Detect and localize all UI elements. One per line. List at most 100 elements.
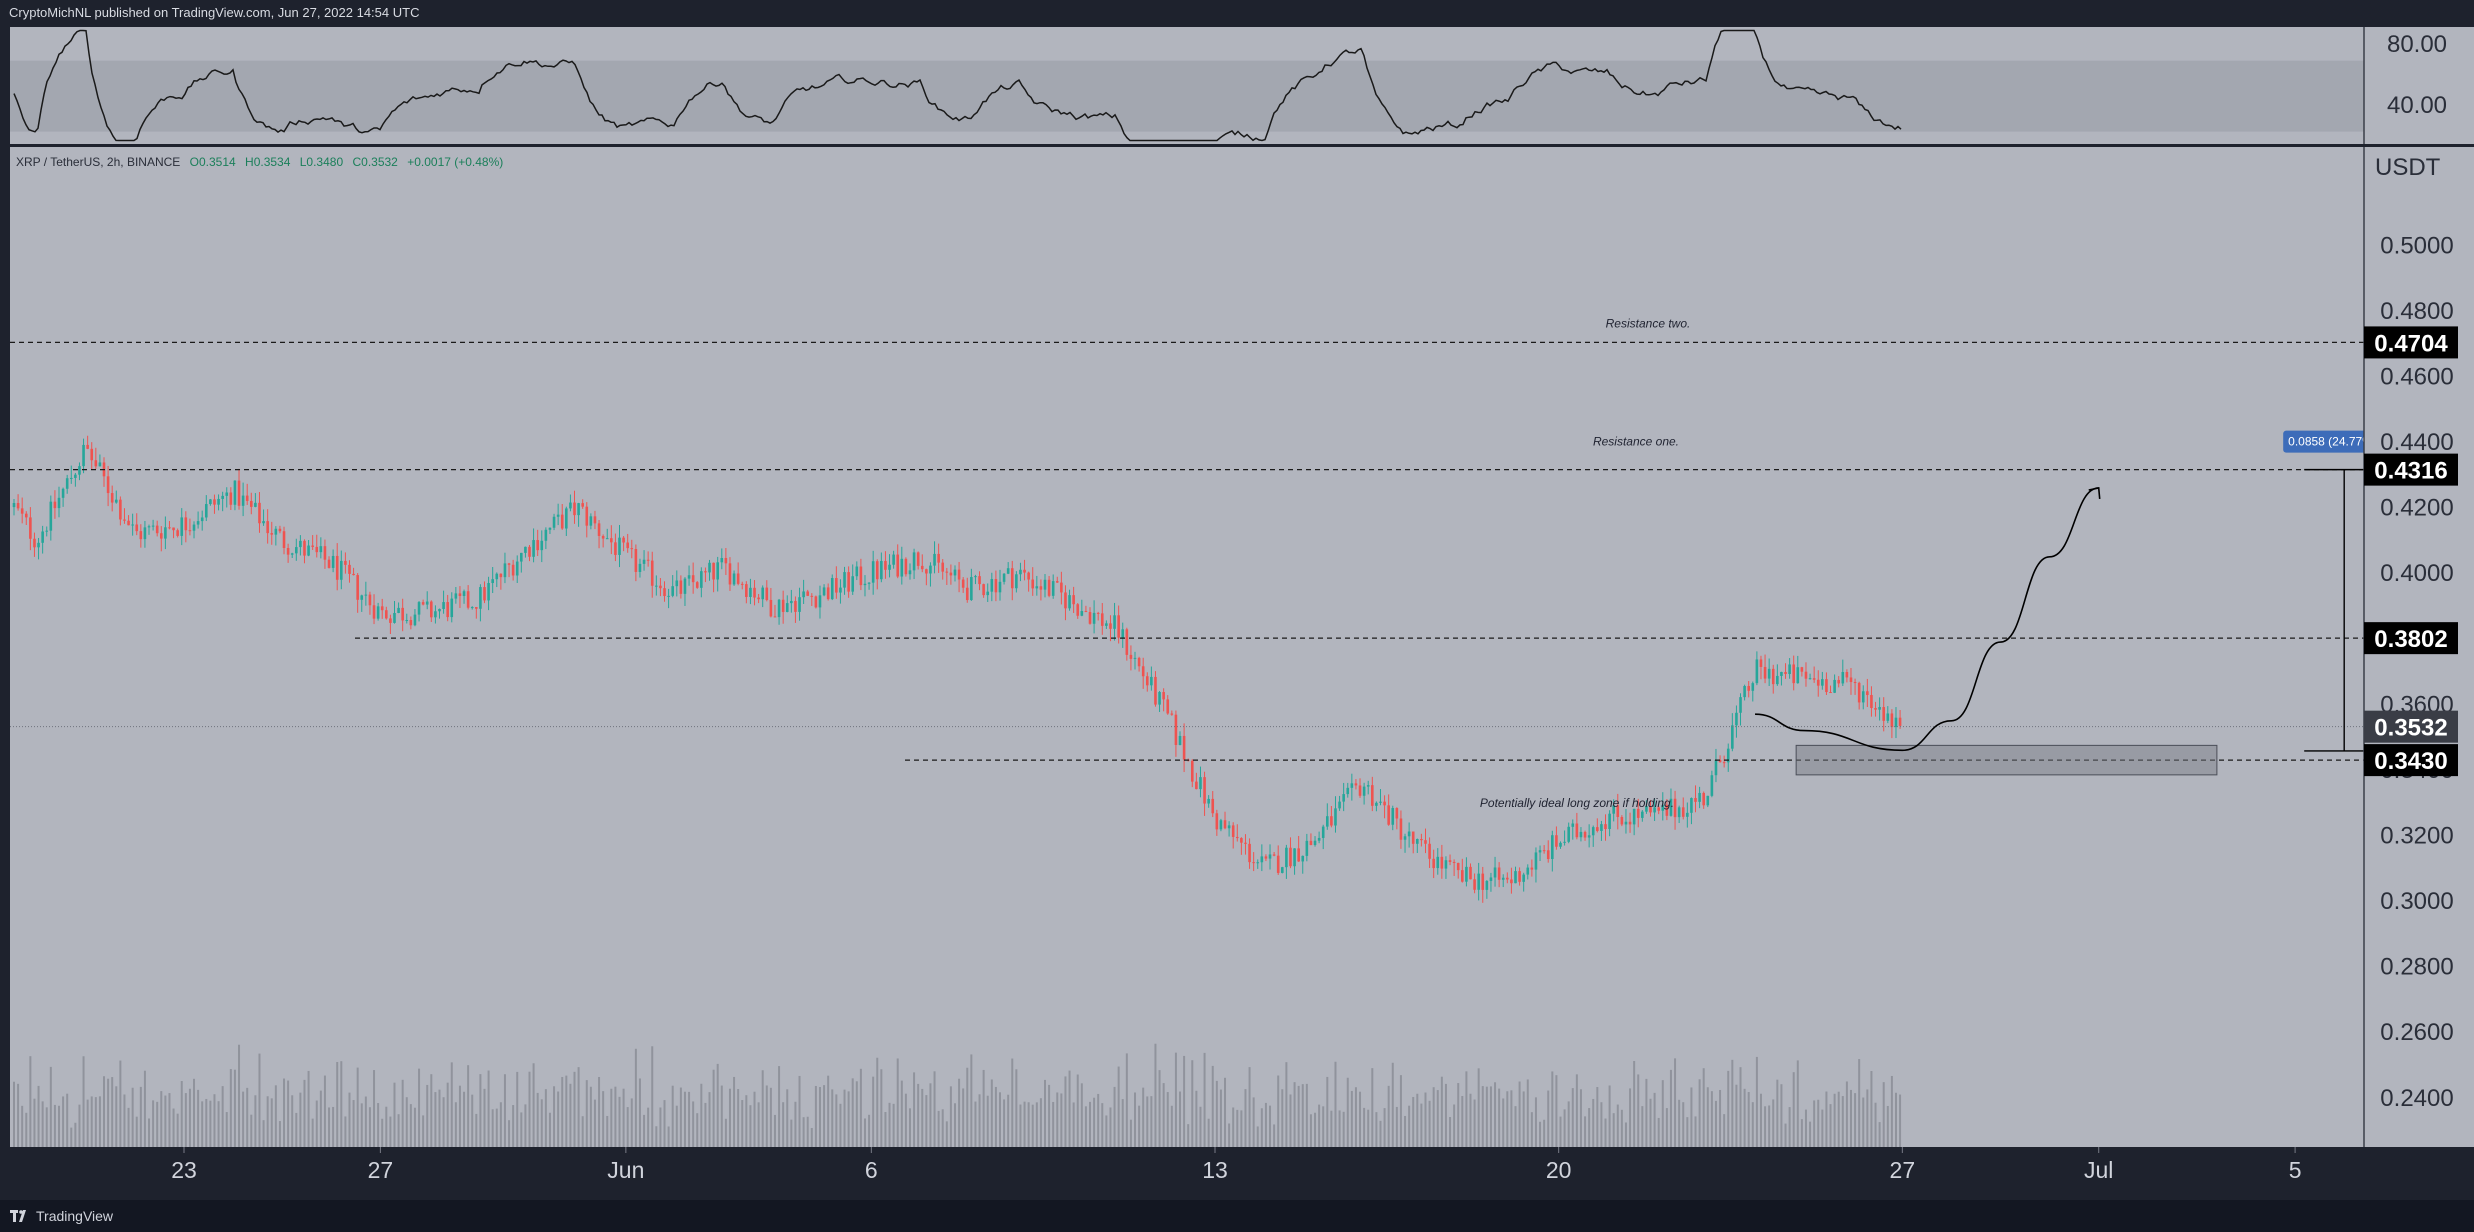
- volume-bar: [1674, 1058, 1677, 1147]
- volume-bar: [123, 1094, 126, 1147]
- volume-bar: [1592, 1098, 1595, 1147]
- candle-body: [1800, 667, 1804, 672]
- volume-bar: [1600, 1102, 1603, 1147]
- date-label: 6: [865, 1157, 878, 1183]
- volume-bar: [1440, 1076, 1443, 1147]
- candles: [12, 435, 1902, 903]
- candle-body: [1706, 795, 1710, 806]
- candle-body: [1354, 783, 1358, 786]
- candle-body: [573, 502, 576, 516]
- candle-body: [1587, 835, 1591, 838]
- volume-bar: [966, 1067, 969, 1147]
- candle-body: [1526, 867, 1530, 875]
- price-tick: 0.3200: [2380, 823, 2453, 850]
- volume-bar: [1416, 1093, 1419, 1147]
- volume-bar: [1391, 1062, 1394, 1147]
- volume-bar: [483, 1088, 486, 1147]
- volume-bar: [823, 1085, 826, 1147]
- volume-bar: [82, 1056, 85, 1147]
- candle-body: [278, 528, 282, 532]
- candle-body: [499, 573, 503, 578]
- candle-body: [1276, 855, 1280, 873]
- candle-body: [37, 542, 40, 548]
- candle-body: [1870, 695, 1873, 709]
- volume-bar: [1817, 1099, 1820, 1147]
- candle-body: [548, 527, 552, 530]
- candle-body: [1207, 798, 1210, 804]
- volume-bar: [258, 1053, 261, 1147]
- candle-body: [1280, 867, 1284, 873]
- volume-bar: [1641, 1106, 1644, 1147]
- candle-body: [327, 559, 331, 568]
- volume-bar: [1735, 1084, 1738, 1147]
- volume-bar: [1694, 1116, 1697, 1147]
- volume-bar: [806, 1116, 809, 1147]
- volume-bar: [1653, 1092, 1656, 1147]
- candle-body: [1510, 879, 1513, 884]
- volume-bar: [1076, 1074, 1079, 1147]
- volume-bar: [1547, 1090, 1550, 1147]
- time-axis[interactable]: 2327Jun6132027Jul51118: [171, 1147, 2474, 1183]
- candle-body: [1677, 807, 1681, 818]
- volume-bar: [630, 1098, 633, 1147]
- candle-body: [249, 500, 253, 507]
- candle-body: [1530, 867, 1534, 870]
- candle-body: [20, 508, 24, 514]
- volume-bar: [1342, 1111, 1345, 1147]
- rsi-scale[interactable]: [2364, 27, 2474, 144]
- volume-bar: [712, 1069, 715, 1147]
- volume-bar: [1862, 1097, 1865, 1147]
- volume-bar: [1035, 1102, 1038, 1147]
- candle-body: [728, 563, 732, 585]
- candle-body: [65, 478, 69, 489]
- volume-bar: [982, 1069, 985, 1147]
- volume-bar: [397, 1114, 400, 1147]
- volume-bar: [1539, 1121, 1542, 1147]
- candle-body: [94, 460, 98, 467]
- candle-body: [237, 480, 241, 506]
- candle-body: [855, 566, 859, 577]
- volume-bar: [1207, 1118, 1210, 1147]
- volume-bar: [1719, 1089, 1722, 1147]
- candle-body: [970, 577, 973, 601]
- volume-bar: [1154, 1043, 1157, 1147]
- candle-body: [569, 502, 572, 509]
- tradingview-logo[interactable]: TradingView: [10, 1205, 113, 1227]
- volume-bar: [1101, 1103, 1104, 1147]
- volume-bar: [1191, 1060, 1194, 1147]
- volume-bar: [1150, 1096, 1153, 1147]
- volume-bar: [1404, 1115, 1407, 1147]
- candle-body: [605, 538, 609, 540]
- volume-bar: [1080, 1083, 1083, 1147]
- candle-body: [974, 576, 977, 578]
- current-price-badge: [2364, 710, 2458, 743]
- volume-bar: [1162, 1083, 1165, 1147]
- candle-body: [487, 583, 490, 601]
- candle-body: [1080, 611, 1084, 616]
- candle-body: [1133, 657, 1137, 659]
- candle-body: [990, 579, 994, 592]
- volume-bar: [1232, 1107, 1235, 1147]
- candle-body: [405, 620, 409, 622]
- volume-bar: [1068, 1070, 1071, 1147]
- volume-bar: [1620, 1109, 1623, 1147]
- volume-bar: [1854, 1093, 1857, 1147]
- candle-body: [1105, 623, 1108, 626]
- candle-body: [777, 599, 781, 618]
- volume-bar: [708, 1092, 711, 1147]
- candle-body: [1665, 804, 1669, 816]
- candle-body: [1358, 785, 1362, 796]
- candle-body: [528, 546, 531, 557]
- volume-bar: [1293, 1082, 1296, 1147]
- volume-bar: [626, 1107, 629, 1147]
- candle-body: [1190, 760, 1194, 782]
- volume-bar: [1494, 1082, 1497, 1147]
- candle-body: [1657, 807, 1660, 811]
- volume-bar: [839, 1103, 842, 1147]
- candle-body: [1338, 801, 1341, 809]
- candle-body: [213, 499, 216, 505]
- volume-bar: [679, 1087, 682, 1147]
- volume-bar: [1571, 1088, 1574, 1147]
- volume-bar: [1015, 1069, 1018, 1147]
